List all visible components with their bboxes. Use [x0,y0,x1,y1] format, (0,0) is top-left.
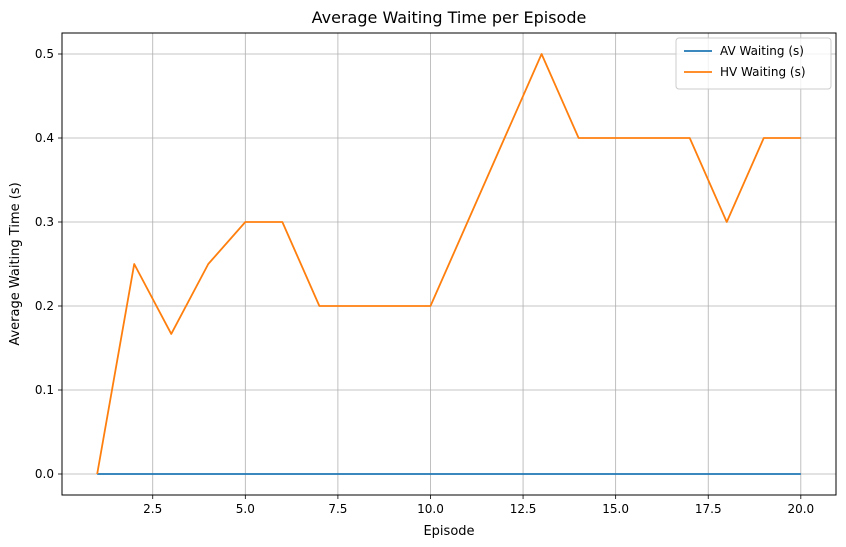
x-tick-label: 15.0 [602,502,629,516]
x-axis-label: Episode [423,524,474,539]
x-tick-label: 2.5 [143,502,162,516]
x-tick-label: 12.5 [510,502,537,516]
x-tick-label: 17.5 [695,502,722,516]
y-tick-label: 0.1 [35,383,54,397]
legend-label: HV Waiting (s) [720,65,806,79]
legend: AV Waiting (s) HV Waiting (s) [675,37,832,90]
plot-frame [61,32,837,496]
legend-box [675,37,832,90]
y-tick-label: 0.5 [35,47,54,61]
y-tick-label: 0.4 [35,131,54,145]
x-tick-label: 7.5 [328,502,347,516]
series-line-hv-waiting [96,53,801,475]
chart-title: Average Waiting Time per Episode [312,8,587,27]
y-tick-label: 0.3 [35,215,54,229]
axis-ticks: 2.5 5.0 7.5 10.0 12.5 15.0 17.5 20.0 0.0 0.1 0.2 0.… [35,47,814,516]
legend-label: AV Waiting (s) [720,44,804,58]
series-layer [96,53,801,475]
y-tick-label: 0.2 [35,299,54,313]
y-axis-label: Average Waiting Time (s) [8,182,23,345]
y-tick-label: 0.0 [35,467,54,481]
x-tick-label: 10.0 [417,502,444,516]
x-tick-label: 20.0 [787,502,814,516]
x-tick-label: 5.0 [236,502,255,516]
